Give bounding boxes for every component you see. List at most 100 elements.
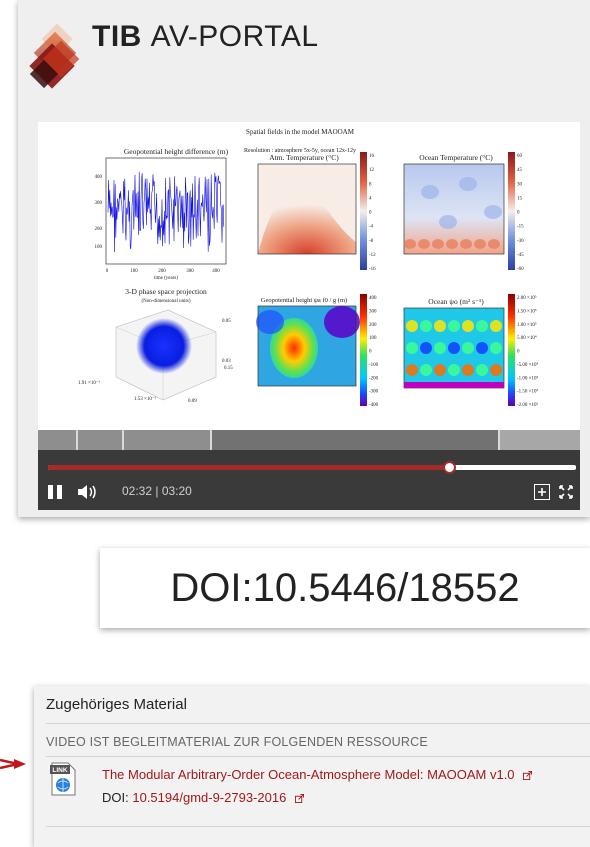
psi-eddy xyxy=(476,342,488,354)
psi-eddy xyxy=(476,320,488,332)
time-display: 02:32 | 03:20 xyxy=(122,484,192,498)
warm-eddy xyxy=(404,239,416,249)
warm-eddy xyxy=(488,239,500,249)
portal-logo-text[interactable]: TIB AV-PORTAL xyxy=(92,20,319,54)
panel1-xtick: 300 xyxy=(186,269,194,274)
colorbar-tick-label: -5.00 ×10⁴ xyxy=(517,362,538,368)
timeseries-trace xyxy=(107,171,225,253)
colorbar-tick-label: 0 xyxy=(369,211,372,216)
panel3-colorbar xyxy=(508,152,515,270)
panel4-label: 1.91 ×10⁻¹ xyxy=(78,380,100,386)
colorbar-tick-label: 0 xyxy=(517,211,520,216)
chapter-segment[interactable] xyxy=(78,430,124,450)
video-content[interactable]: Spatial fields in the model MAOOAM Resol… xyxy=(38,122,580,430)
warm-eddy xyxy=(460,239,472,249)
figure-title: Spatial fields in the model MAOOAM xyxy=(246,128,355,136)
colorbar-tick-label: 30 xyxy=(517,182,523,187)
add-chapter-icon[interactable] xyxy=(534,484,550,500)
colorbar-tick-label: 45 xyxy=(517,168,523,173)
panel6-colorbar xyxy=(508,294,515,406)
colorbar-tick-label: 16 xyxy=(369,154,375,159)
cold-eddy xyxy=(421,185,439,199)
chapter-segment-current[interactable] xyxy=(212,430,500,450)
panel5-colorbar xyxy=(360,294,367,406)
colorbar-tick-label: -2.00 ×10⁵ xyxy=(517,402,538,408)
panel4-title: 3-D phase space projection xyxy=(125,287,207,296)
video-player-card: TIB AV-PORTAL xyxy=(18,0,590,517)
colorbar-tick-label: 100 xyxy=(369,336,377,341)
colorbar-tick-label: -30 xyxy=(517,239,524,244)
fullscreen-icon[interactable] xyxy=(559,485,573,499)
video-frame[interactable]: Spatial fields in the model MAOOAM Resol… xyxy=(38,122,580,510)
colorbar-tick-label: 400 xyxy=(369,296,377,301)
colorbar-tick-label: 1.00 ×10⁵ xyxy=(517,322,537,328)
progress-bar[interactable] xyxy=(48,461,576,474)
panel3-eddies xyxy=(404,177,502,249)
divider xyxy=(46,826,590,827)
psi-eddy xyxy=(476,364,488,376)
colorbar-tick-label: -12 xyxy=(369,253,376,258)
panel1-xtick: 400 xyxy=(212,269,220,274)
panel2-colorbar xyxy=(360,152,367,270)
panel3-field xyxy=(403,163,505,255)
psi-eddy xyxy=(434,342,446,354)
psi-boundary xyxy=(404,382,504,388)
psi-eddy xyxy=(406,342,418,354)
colorbar-tick-label: 8 xyxy=(369,182,372,187)
tib-logo-icon xyxy=(29,23,80,89)
panel4-label: 0.03 xyxy=(222,359,231,364)
colorbar-tick-label: -4 xyxy=(369,225,374,230)
panel3-colorbar-labels: 60 45 30 15 0 -15 -30 -45 -60 xyxy=(517,154,524,272)
figure-resolution: Resolution : atmosphere 5x-5y, ocean 12x… xyxy=(244,148,356,154)
chapter-segment[interactable] xyxy=(38,430,78,450)
colorbar-tick-label: -1.00 ×10⁵ xyxy=(517,375,538,381)
player-controls: 02:32 | 03:20 xyxy=(38,450,580,510)
psi-eddy xyxy=(448,320,460,332)
doi-prefix: DOI: xyxy=(102,790,129,805)
colorbar-tick-label: 1.50 ×10⁵ xyxy=(517,308,537,314)
link-document-icon: LINK xyxy=(50,762,76,796)
panel1-ytick: 400 xyxy=(95,175,103,180)
colorbar-tick-label: -16 xyxy=(369,267,376,272)
colorbar-tick-label: -200 xyxy=(369,376,379,381)
material-subheading: VIDEO IST BEGLEITMATERIAL ZUR FOLGENDEN … xyxy=(46,735,428,749)
resource-title-text: The Modular Arbitrary-Order Ocean-Atmosp… xyxy=(102,767,515,782)
colorbar-tick-label: 60 xyxy=(517,154,523,159)
psi-eddy xyxy=(462,320,474,332)
pause-icon[interactable] xyxy=(48,485,62,499)
colorbar-tick-label: -100 xyxy=(369,363,379,368)
panel2-warm-region xyxy=(258,192,356,254)
external-link-icon xyxy=(523,771,533,780)
resource-title-link[interactable]: The Modular Arbitrary-Order Ocean-Atmosp… xyxy=(102,767,533,782)
panel4-subtitle: (Non-dimensional units) xyxy=(141,299,190,304)
portal-header: TIB AV-PORTAL xyxy=(18,0,590,120)
cold-eddy xyxy=(459,177,477,191)
cold-eddy xyxy=(484,205,502,219)
panel1-xlabel: time (years) xyxy=(154,276,178,281)
psi-eddy xyxy=(462,364,474,376)
panel2-colorbar-labels: 16 12 8 4 0 -4 -8 -12 -16 xyxy=(369,154,376,272)
psi-eddy xyxy=(490,342,502,354)
psi-eddy xyxy=(434,364,446,376)
progress-fill xyxy=(48,465,450,470)
link-icon-label: LINK xyxy=(52,767,67,774)
video-figure: Spatial fields in the model MAOOAM Resol… xyxy=(78,128,538,408)
colorbar-tick-label: 200 xyxy=(369,323,377,328)
progress-knob[interactable] xyxy=(443,461,457,474)
psi-eddy xyxy=(448,364,460,376)
doi-text: DOI:10.5446/18552 xyxy=(170,566,520,610)
related-material-card: Zugehöriges Material VIDEO IST BEGLEITMA… xyxy=(34,686,590,847)
panel3-title: Ocean Temperature (°C) xyxy=(419,153,493,162)
doi-card: DOI:10.5446/18552 xyxy=(100,548,590,628)
chapter-bar[interactable] xyxy=(38,430,580,450)
psi-eddy xyxy=(420,364,432,376)
timeseries-line xyxy=(107,171,225,253)
resource-doi-link[interactable]: 10.5194/gmd-9-2793-2016 xyxy=(132,790,287,805)
psi-eddy xyxy=(448,342,460,354)
chapter-segment[interactable] xyxy=(124,430,212,450)
panel1-ytick: 200 xyxy=(95,227,103,232)
panel5-title: Geopotential height ψa f0 / g (m) xyxy=(261,297,347,304)
psi-eddy xyxy=(406,320,418,332)
colorbar-tick-label: 0 xyxy=(369,350,372,355)
volume-icon[interactable] xyxy=(76,484,98,500)
